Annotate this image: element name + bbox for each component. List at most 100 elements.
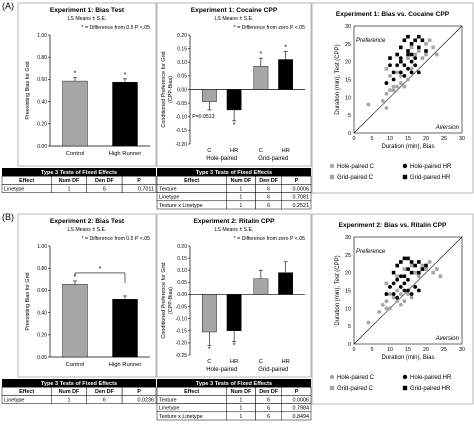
panel-label: (B) <box>2 212 14 222</box>
bar <box>253 66 269 90</box>
legend-label: Hole-paired C <box>337 164 375 170</box>
data-point <box>409 66 414 71</box>
category-label: High Runner <box>109 151 142 157</box>
table-cell <box>121 184 157 193</box>
stats-table: Type 3 Tests of Fixed Effects Effect Num D… <box>156 379 312 421</box>
group-label: Hole-paired <box>206 156 237 162</box>
data-point <box>406 56 410 60</box>
data-point <box>402 63 407 68</box>
data-point <box>402 299 407 304</box>
y-tick-label: -0.15 <box>176 128 188 134</box>
data-point <box>424 267 428 271</box>
table-header: P <box>295 178 299 184</box>
category-label: HR <box>281 148 289 154</box>
bar-chart: Experiment 2: Bias Test LS Means ± S.E. * … <box>17 213 157 378</box>
data-point <box>384 81 389 85</box>
x-tick-label: 0 <box>353 136 356 142</box>
legend-swatch <box>329 374 335 380</box>
category-label: HR <box>281 359 289 365</box>
data-point <box>402 274 407 279</box>
table-header: P <box>295 389 299 395</box>
y-tick-label: 0.20 <box>37 333 47 339</box>
bar <box>112 299 138 358</box>
y-tick-label: 0.15 <box>177 256 187 262</box>
bar <box>226 89 242 111</box>
significance-star: * <box>208 346 211 353</box>
table-value: 0.8494 <box>293 414 310 420</box>
data-point <box>413 270 417 275</box>
data-point <box>409 59 414 64</box>
table-value: 1 <box>239 186 242 192</box>
y-tick-label: 0.00 <box>177 87 187 93</box>
table-header: Effect <box>19 178 34 184</box>
significance-star: * <box>233 343 236 350</box>
y-tick-label: 0 <box>348 342 351 348</box>
chart-subtitle: LS Means ± S.E. <box>215 227 254 233</box>
data-point <box>413 56 418 60</box>
data-point <box>384 306 389 311</box>
significance-star: * <box>99 266 102 273</box>
significance-star: * <box>233 122 236 129</box>
table-title: Type 3 Tests of Fixed Effects <box>41 381 117 387</box>
scatter-chart: Experiment 2: Bias vs. Ritalin CPP 00 5 5 10… <box>311 213 474 405</box>
data-point <box>409 295 414 300</box>
table-value: 1 <box>239 406 242 412</box>
y-tick-label: 0.00 <box>37 144 47 150</box>
legend-label: Grid-paired HR <box>410 175 451 181</box>
y-tick-label: -0.05 <box>176 304 188 310</box>
table-header: Num DF <box>231 389 252 395</box>
data-point <box>431 45 435 50</box>
y-tick-label: 25 <box>345 42 351 48</box>
data-point <box>409 42 414 46</box>
y-tick-label: 0.00 <box>177 292 187 298</box>
data-point <box>395 263 399 268</box>
data-point <box>391 88 396 93</box>
table-value: 6 <box>267 406 270 412</box>
data-point <box>391 292 396 296</box>
data-point <box>398 285 403 289</box>
data-point <box>388 88 392 93</box>
table-value: 6 <box>267 397 270 403</box>
y-axis-label: Preexisting Bias for Grid <box>25 61 31 119</box>
y-tick-label: -0.05 <box>176 101 188 107</box>
y-tick-label: 15 <box>345 78 351 84</box>
y-tick-label: 0.40 <box>37 310 47 316</box>
data-point <box>413 263 417 268</box>
data-point <box>384 281 389 286</box>
y-tick-label: -0.25 <box>176 353 188 359</box>
x-tick-label: 25 <box>441 136 447 142</box>
y-tick-label: 10 <box>345 95 351 101</box>
table-header: Effect <box>184 178 199 184</box>
data-point <box>380 99 385 103</box>
bar-chart: Experiment 1: Bias Test LS Means ± S.E. * … <box>17 2 157 167</box>
data-point <box>388 285 392 289</box>
p-value-annotation: P=0.0513 <box>192 114 214 120</box>
significance-note: * = Difference from zero P <.05 <box>234 236 305 242</box>
data-point <box>399 59 403 64</box>
y-axis-label: (CPP-Bias) <box>168 287 174 314</box>
data-point <box>413 38 417 43</box>
data-point <box>391 70 396 75</box>
region-label: Aversion <box>435 336 460 342</box>
x-tick-label: 30 <box>459 136 465 142</box>
y-axis-label: Duration (min), Test (CPP) <box>335 44 341 114</box>
data-point <box>395 63 400 68</box>
bar <box>253 278 269 295</box>
data-point <box>402 256 407 261</box>
x-tick-label: 5 <box>371 347 374 353</box>
x-axis-label: Duration (min), Bias <box>381 144 434 150</box>
data-point <box>366 320 371 325</box>
significance-star: * <box>124 72 127 79</box>
table-value: Linetype <box>4 186 24 192</box>
table-value: Linetype <box>159 195 179 201</box>
data-point <box>402 267 407 271</box>
data-point <box>427 260 432 264</box>
legend-swatch <box>402 385 408 391</box>
chart-frame <box>311 213 474 405</box>
table-title: Type 3 Tests of Fixed Effects <box>196 381 272 387</box>
table-value: 6 <box>103 397 106 403</box>
y-tick-label: 0.15 <box>177 46 187 52</box>
data-point <box>409 263 414 268</box>
data-point <box>398 81 403 85</box>
